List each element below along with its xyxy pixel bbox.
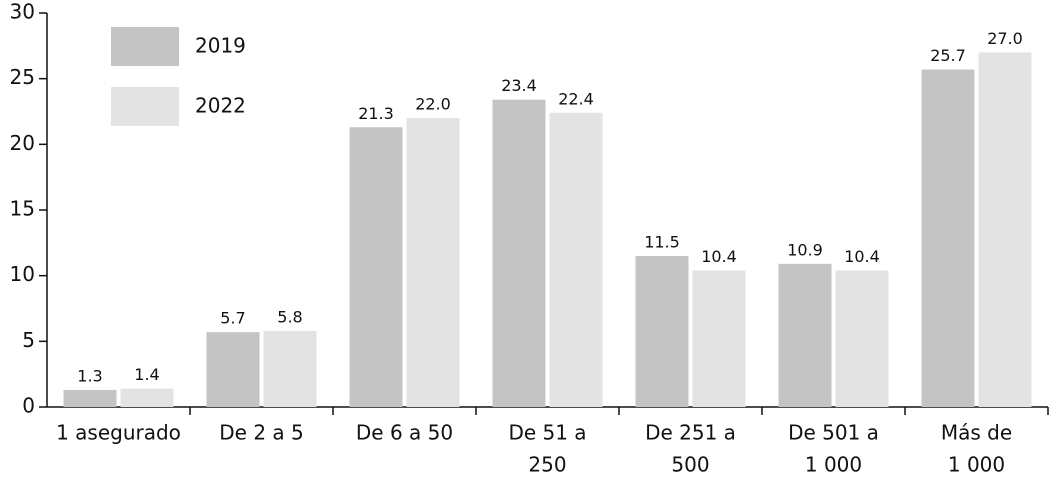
- value-label: 27.0: [987, 29, 1023, 48]
- x-tick-label: De 2 a 5: [219, 421, 303, 445]
- x-tick-label: 250: [528, 453, 566, 477]
- bar: [206, 332, 260, 407]
- value-label: 10.4: [844, 247, 880, 266]
- x-tick-label: 1 000: [805, 453, 862, 477]
- legend-label: 2019: [195, 34, 246, 58]
- bar: [978, 52, 1032, 408]
- legend-label: 2022: [195, 94, 246, 118]
- value-label: 22.4: [558, 89, 594, 108]
- bar: [63, 389, 117, 407]
- y-tick-label: 15: [10, 197, 35, 221]
- bar: [835, 270, 889, 407]
- value-label: 10.9: [787, 240, 823, 259]
- y-tick-label: 10: [10, 262, 35, 286]
- value-label: 1.3: [77, 366, 102, 385]
- bar: [778, 263, 832, 407]
- x-tick-label: Más de: [941, 421, 1012, 445]
- value-label: 11.5: [644, 232, 680, 251]
- bar: [120, 388, 174, 407]
- value-label: 5.7: [220, 309, 245, 328]
- y-tick-label: 20: [10, 131, 35, 155]
- x-tick-label: De 6 a 50: [356, 421, 453, 445]
- bar: [549, 112, 603, 408]
- bar: [921, 69, 975, 408]
- x-tick-label: 500: [671, 453, 709, 477]
- value-label: 22.0: [415, 95, 451, 114]
- bar: [492, 99, 546, 408]
- bar: [406, 118, 460, 408]
- y-tick-label: 5: [22, 328, 35, 352]
- x-tick-label: De 51 a: [508, 421, 586, 445]
- value-label: 1.4: [134, 365, 159, 384]
- y-tick-label: 30: [10, 0, 35, 24]
- value-label: 5.8: [277, 307, 302, 326]
- legend-swatch: [111, 87, 179, 126]
- bar: [692, 270, 746, 407]
- x-tick-label: 1 000: [948, 453, 1005, 477]
- bar: [263, 330, 317, 407]
- legend-swatch: [111, 27, 179, 66]
- bar: [635, 255, 689, 407]
- y-tick-label: 25: [10, 65, 35, 89]
- y-tick-label: 0: [22, 394, 35, 418]
- value-label: 25.7: [930, 46, 966, 65]
- value-label: 23.4: [501, 76, 537, 95]
- value-label: 21.3: [358, 104, 394, 123]
- x-tick-label: De 251 a: [645, 421, 736, 445]
- value-label: 10.4: [701, 247, 737, 266]
- x-tick-label: 1 asegurado: [56, 421, 181, 445]
- x-tick-label: De 501 a: [788, 421, 879, 445]
- bar: [349, 127, 403, 407]
